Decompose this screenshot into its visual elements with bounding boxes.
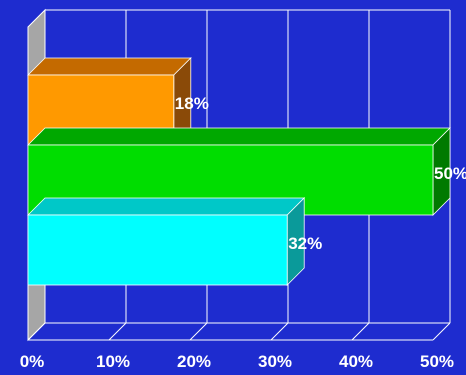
data-label: 32% [288, 234, 322, 253]
data-label: 50% [434, 164, 466, 183]
bar-top-face [27, 197, 306, 216]
floor-line [27, 322, 46, 341]
floor-line [189, 322, 208, 341]
data-label: 18% [175, 94, 209, 113]
bar-front-face [27, 214, 288, 286]
bars: 18% 50% 32% [27, 57, 466, 286]
x-tick-label: 30% [258, 352, 292, 371]
x-tick-label: 10% [96, 352, 130, 371]
x-tick-label: 20% [177, 352, 211, 371]
bar: 50% [27, 127, 466, 216]
x-tick-label: 0% [20, 352, 45, 371]
bar: 32% [27, 197, 322, 286]
x-axis-ticks: 0% 10% 20% 30% 40% 50% [20, 352, 454, 371]
x-tick-label: 40% [339, 352, 373, 371]
floor-line [432, 322, 451, 341]
floor-line [270, 322, 289, 341]
x-tick-label: 50% [420, 352, 454, 371]
bar-top-face [27, 57, 192, 76]
floor-line [351, 322, 370, 341]
floor-line [108, 322, 127, 341]
bar-top-face [27, 127, 451, 146]
